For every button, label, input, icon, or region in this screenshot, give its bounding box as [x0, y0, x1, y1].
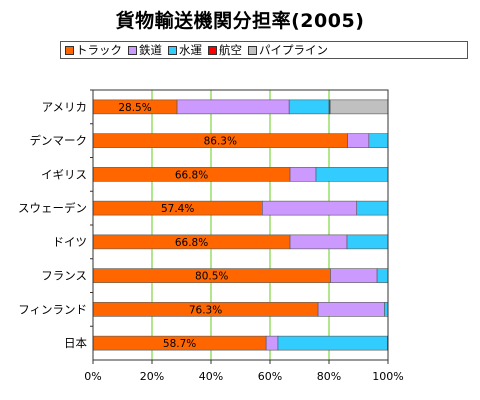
bar-segment	[289, 167, 317, 182]
category-label: デンマーク	[30, 134, 88, 148]
legend-item: パイプライン	[248, 42, 328, 58]
bar-segment	[376, 268, 389, 283]
bar-segment	[265, 335, 279, 351]
bar-segment	[384, 302, 389, 317]
legend-label: 航空	[219, 43, 242, 57]
bar-segment	[368, 133, 389, 148]
x-tick-label: 20%	[140, 370, 164, 383]
category-label: ドイツ	[53, 235, 88, 249]
legend-swatch	[248, 45, 257, 55]
legend-label: 鉄道	[139, 43, 162, 57]
x-tick-label: 80%	[317, 370, 341, 383]
legend-label: パイプライン	[259, 43, 328, 57]
plot-area	[93, 90, 388, 360]
x-tick-label: 100%	[372, 370, 403, 383]
data-label: 58.7%	[163, 338, 196, 350]
chart-title: 貨物輸送機関分担率(2005)	[115, 10, 365, 32]
bar-segment	[317, 302, 385, 317]
category-label: フィンランド	[18, 302, 87, 316]
x-tick-label: 60%	[258, 370, 282, 383]
data-label: 80.5%	[195, 271, 228, 283]
legend-item: 航空	[208, 42, 242, 58]
legend-item: 鉄道	[128, 42, 162, 58]
bar-segment	[277, 335, 388, 351]
x-tick-label: 0%	[84, 370, 101, 383]
legend-item: トラック	[65, 42, 122, 58]
legend-item: 水運	[168, 42, 202, 58]
legend-label: トラック	[76, 43, 122, 57]
legend-swatch	[168, 45, 177, 55]
bar-segment	[330, 268, 378, 283]
plot-border	[92, 89, 389, 361]
bar-segment	[288, 99, 330, 115]
data-label: 86.3%	[204, 136, 237, 148]
bar-segment	[176, 99, 290, 115]
category-label: イギリス	[41, 167, 87, 181]
bar-segment	[347, 133, 370, 148]
data-label: 76.3%	[189, 304, 222, 316]
legend-swatch	[208, 45, 217, 55]
bar-segment	[346, 234, 389, 250]
bar-segment	[262, 200, 358, 216]
bar-segment	[315, 167, 389, 182]
data-label: 57.4%	[161, 203, 194, 215]
bar-segment	[356, 200, 389, 216]
legend-label: 水運	[179, 43, 202, 57]
bar-segment	[329, 99, 389, 115]
data-label: 28.5%	[118, 102, 151, 114]
category-label: スウェーデン	[18, 201, 87, 215]
data-label: 66.8%	[175, 169, 208, 181]
category-label: 日本	[64, 336, 87, 350]
x-tick-label: 40%	[199, 370, 223, 383]
category-label: アメリカ	[42, 100, 87, 114]
bar-segment	[289, 234, 348, 250]
legend: トラック 鉄道 水運 航空 パイプライン	[60, 41, 468, 59]
legend-swatch	[128, 45, 137, 55]
category-label: フランス	[41, 269, 87, 283]
legend-swatch	[65, 45, 74, 55]
data-label: 66.8%	[175, 237, 208, 249]
